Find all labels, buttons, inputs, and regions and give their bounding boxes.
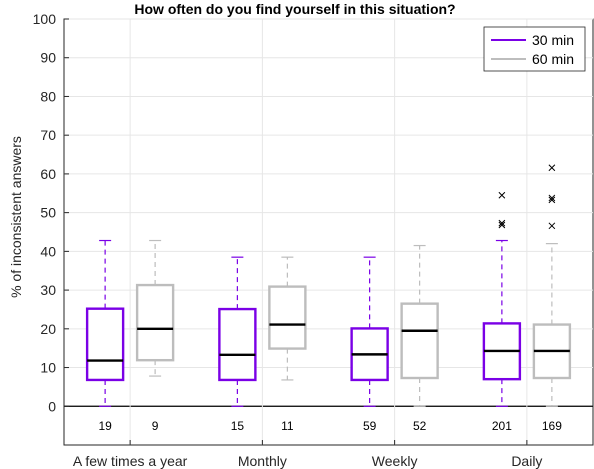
outlier-marker	[498, 221, 506, 229]
sample-count-label: 19	[98, 419, 112, 433]
sample-count-label: 11	[281, 419, 294, 433]
box-group	[350, 256, 389, 407]
y-tick-label: 80	[40, 88, 56, 104]
box-iqr	[268, 285, 307, 350]
y-tick-label: 40	[40, 243, 56, 259]
box-iqr	[218, 307, 257, 382]
y-tick-label: 50	[40, 205, 56, 221]
y-tick-label: 20	[40, 321, 56, 337]
outlier-marker	[548, 196, 556, 204]
outlier-marker	[548, 164, 556, 172]
y-axis-label: % of inconsistent answers	[8, 136, 24, 298]
sample-count-label: 9	[152, 419, 159, 433]
sample-count-labels: 19 15 59 201 9 11 52 169	[98, 419, 562, 433]
sample-count-label: 59	[363, 419, 377, 433]
box-group	[135, 239, 175, 377]
outlier-marker	[548, 222, 556, 230]
y-tick-labels: 0 10 20 30 40 50 60 70 80 90 100	[33, 11, 69, 414]
box-iqr	[135, 283, 175, 362]
outlier-marker	[498, 191, 506, 199]
box-iqr	[400, 302, 439, 380]
x-tick-label: A few times a year	[73, 453, 188, 469]
box-group	[268, 256, 307, 381]
sample-count-label: 201	[492, 419, 512, 433]
sample-count-label: 15	[231, 419, 245, 433]
box-group	[532, 164, 572, 407]
grid-lines	[64, 18, 593, 445]
y-tick-label: 30	[40, 282, 56, 298]
legend-label-series-1: 30 min	[532, 32, 574, 48]
outlier-marker	[548, 194, 556, 202]
y-tick-label: 70	[40, 127, 56, 143]
x-tick-labels: A few times a year Monthly Weekly Daily	[73, 440, 542, 469]
box-group	[482, 191, 522, 407]
y-tick-label: 10	[40, 360, 56, 376]
box-group	[218, 256, 257, 407]
y-tick-label: 60	[40, 166, 56, 182]
x-tick-label: Monthly	[238, 453, 287, 469]
sample-count-label: 52	[413, 419, 427, 433]
x-tick-label: Weekly	[372, 453, 418, 469]
chart-title: How often do you find yourself in this s…	[134, 1, 455, 17]
box-group	[85, 239, 125, 407]
box-iqr	[85, 307, 125, 382]
box-group	[400, 244, 439, 407]
plot-area-frame	[63, 18, 594, 446]
box-plot-series	[85, 164, 572, 407]
y-tick-label: 0	[48, 398, 56, 414]
y-tick-label: 90	[40, 50, 56, 66]
legend-label-series-2: 60 min	[532, 51, 574, 67]
sample-count-label: 169	[542, 419, 562, 433]
y-tick-label: 100	[33, 11, 57, 27]
x-tick-label: Daily	[511, 453, 542, 469]
outlier-marker	[498, 219, 506, 227]
legend: 30 min 60 min	[483, 26, 586, 72]
legend-box	[483, 26, 586, 72]
